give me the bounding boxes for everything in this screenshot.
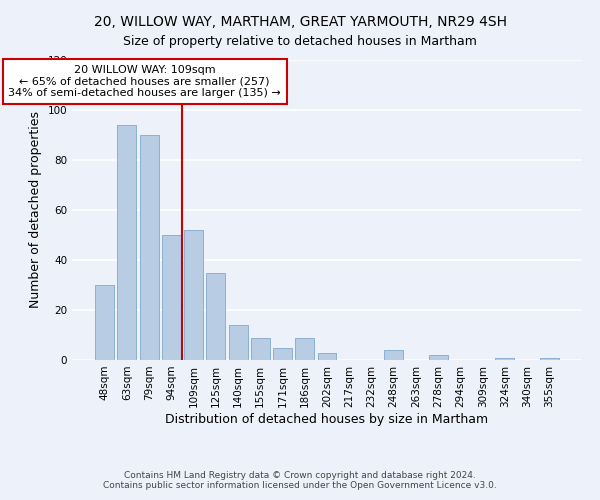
Bar — [384, 350, 403, 360]
Bar — [206, 272, 225, 360]
Y-axis label: Number of detached properties: Number of detached properties — [29, 112, 42, 308]
Bar — [496, 358, 514, 360]
Bar — [140, 135, 158, 360]
Bar — [429, 355, 448, 360]
Bar — [229, 325, 248, 360]
Bar — [118, 125, 136, 360]
Bar — [540, 358, 559, 360]
Bar — [273, 348, 292, 360]
Text: 20, WILLOW WAY, MARTHAM, GREAT YARMOUTH, NR29 4SH: 20, WILLOW WAY, MARTHAM, GREAT YARMOUTH,… — [94, 15, 506, 29]
Text: Contains HM Land Registry data © Crown copyright and database right 2024.
Contai: Contains HM Land Registry data © Crown c… — [103, 470, 497, 490]
Bar — [251, 338, 270, 360]
Bar — [95, 285, 114, 360]
Bar — [317, 352, 337, 360]
Text: Size of property relative to detached houses in Martham: Size of property relative to detached ho… — [123, 35, 477, 48]
Text: 20 WILLOW WAY: 109sqm
← 65% of detached houses are smaller (257)
34% of semi-det: 20 WILLOW WAY: 109sqm ← 65% of detached … — [8, 65, 281, 98]
Bar — [184, 230, 203, 360]
X-axis label: Distribution of detached houses by size in Martham: Distribution of detached houses by size … — [166, 412, 488, 426]
Bar — [295, 338, 314, 360]
Bar — [162, 235, 181, 360]
